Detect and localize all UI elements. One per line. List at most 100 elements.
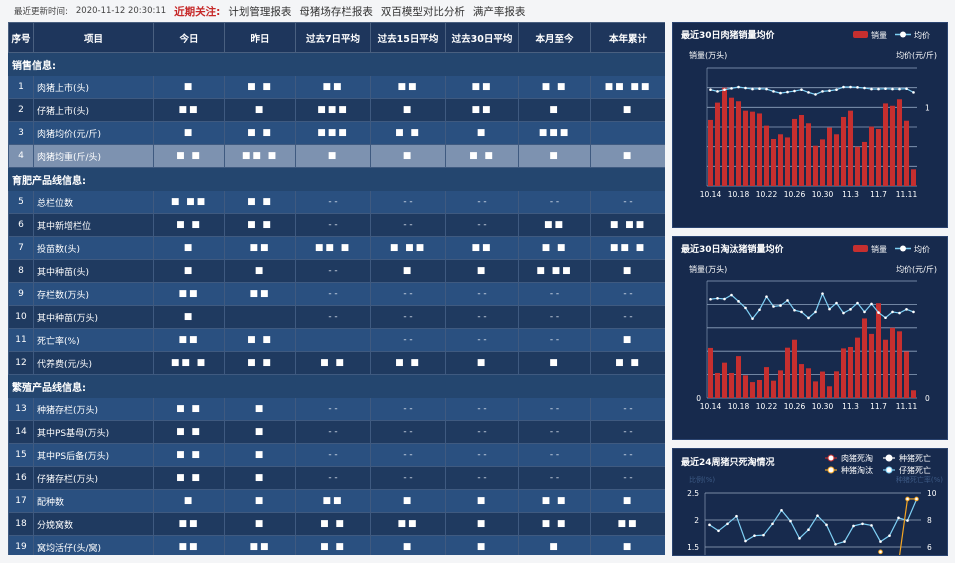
table-row[interactable]: 15 其中PS后备(万头) ■ ■ ■ - -- -- -- -- -	[8, 443, 665, 467]
table-row[interactable]: 16 仔猪存栏(万头) ■ ■ ■ - -- -- -- -- -	[8, 466, 665, 490]
row-value-cell: ■ ■	[153, 443, 225, 467]
row-value-cell: ■ ■	[153, 213, 225, 237]
table-row[interactable]: 19 窝均活仔(头/窝) ■■ ■■ ■ ■ ■ ■ ■ ■	[8, 535, 665, 555]
row-value-cell: - -	[445, 466, 519, 490]
sow-cull-point	[905, 496, 910, 502]
row-value-cell: ■ ■	[295, 535, 371, 555]
sales-bar	[911, 169, 916, 186]
row-value-cell: ■ ■	[224, 213, 296, 237]
table-row[interactable]: 3 肉猪均价(元/斤) ■ ■ ■ ■■■ ■ ■ ■ ■■■	[8, 121, 665, 145]
x-tick-label: 11.3	[842, 402, 859, 411]
table-row[interactable]: 5 总栏位数 ■ ■■ ■ ■ - -- -- -- -- -	[8, 190, 665, 214]
price-point	[877, 311, 880, 314]
row-value-cell: ■	[590, 98, 665, 122]
table-row[interactable]: 2 仔猪上市(头) ■■ ■ ■■■ ■ ■■ ■ ■	[8, 98, 665, 122]
sales-bar	[883, 339, 888, 398]
price-point	[786, 299, 789, 302]
link-sow-stock-report[interactable]: 母猪场存栏报表	[299, 5, 373, 18]
row-value-cell: ■■	[445, 236, 519, 260]
sales-bar	[904, 351, 909, 398]
table-row[interactable]: 6 其中新增栏位 ■ ■ ■ ■ - -- -- - ■■ ■ ■■	[8, 213, 665, 237]
price-point	[884, 316, 887, 320]
focus-label: 近期关注:	[174, 5, 221, 18]
link-model-compare[interactable]: 双百模型对比分析	[380, 5, 465, 18]
row-value-cell: - -	[518, 466, 591, 490]
row-number: 2	[8, 98, 34, 122]
sales-bar	[792, 339, 797, 398]
row-value-cell: ■	[590, 535, 665, 555]
row-value-cell: ■	[590, 328, 665, 352]
row-value-cell: - -	[590, 305, 665, 329]
y2-tick-label: 1	[925, 103, 930, 112]
piglet-death-line	[709, 499, 918, 546]
row-value-cell	[295, 328, 371, 352]
piglet-death-point	[744, 539, 747, 543]
row-value-cell: ■	[224, 259, 296, 283]
legend-marker	[827, 466, 835, 474]
row-value-cell: ■ ■	[590, 351, 665, 375]
row-value-cell: ■	[224, 98, 296, 122]
row-value-cell: - -	[445, 420, 519, 444]
row-value-cell: ■■	[445, 98, 519, 122]
row-value-cell: - -	[590, 190, 665, 214]
x-tick-label: 10.26	[784, 190, 806, 199]
row-value-cell: ■	[370, 144, 446, 168]
price-point	[835, 301, 838, 305]
row-value-cell: - -	[518, 420, 591, 444]
sales-bar	[876, 303, 881, 398]
legend-line-marker	[900, 31, 906, 38]
piglet-death-point	[870, 524, 873, 527]
table-row[interactable]: 14 其中PS基母(万头) ■ ■ ■ - -- -- -- -- -	[8, 420, 665, 444]
link-fullrate-report[interactable]: 满产率报表	[472, 5, 526, 18]
x-tick-label: 10.22	[756, 402, 778, 411]
row-value-cell: ■	[445, 535, 519, 555]
price-point	[772, 90, 775, 93]
piglet-death-point	[807, 528, 810, 532]
section-title: 繁殖产品线信息:	[8, 374, 665, 398]
piglet-death-point	[753, 534, 756, 537]
table-row[interactable]: 4 肉猪均重(斤/头) ■ ■ ■■ ■ ■ ■ ■ ■ ■ ■	[8, 144, 665, 168]
legend-bar-swatch	[853, 245, 868, 252]
table-row[interactable]: 1 肉猪上市(头) ■ ■ ■ ■■ ■■ ■■ ■ ■ ■■ ■■	[8, 75, 665, 99]
sales-bar	[820, 371, 825, 398]
table-row[interactable]: 13 种猪存栏(万头) ■ ■ ■ - -- -- -- -- -	[8, 397, 665, 421]
y2-tick-label: 8	[927, 516, 932, 525]
table-row[interactable]: 9 存栏数(万头) ■■ ■■ - -- -- -- -- -	[8, 282, 665, 306]
table-row[interactable]: 7 投苗数(头) ■ ■■ ■■ ■ ■ ■■ ■■ ■ ■ ■■ ■	[8, 236, 665, 260]
row-value-cell: ■	[370, 535, 446, 555]
table-row[interactable]: 10 其中种苗(万头) ■ - -- -- -- -- -	[8, 305, 665, 329]
piglet-death-point	[762, 533, 765, 537]
table-row[interactable]: 11 死亡率(%) ■■ ■ ■ - -- -- - ■	[8, 328, 665, 352]
piglet-death-point	[843, 540, 846, 543]
table-row[interactable]: 17 配种数 ■ ■ ■■ ■ ■ ■ ■ ■	[8, 489, 665, 513]
sales-bar	[708, 119, 713, 186]
price-point	[751, 317, 754, 320]
x-tick-label: 10.22	[756, 190, 778, 199]
y-axis-label: 比例(%)	[689, 475, 715, 484]
table-row[interactable]: 12 代养费(元/头) ■■ ■ ■ ■ ■ ■ ■ ■ ■ ■ ■ ■	[8, 351, 665, 375]
price-point	[863, 86, 866, 90]
row-value-cell: - -	[590, 443, 665, 467]
row-number: 18	[8, 512, 34, 536]
row-value-cell: ■■ ■	[590, 236, 665, 260]
row-value-cell: ■	[224, 489, 296, 513]
price-point	[772, 305, 775, 308]
row-value-cell: - -	[518, 443, 591, 467]
legend-marker	[885, 454, 893, 462]
sales-bar	[764, 125, 769, 186]
piglet-death-point	[897, 516, 900, 520]
row-value-cell: ■■	[518, 213, 591, 237]
row-value-cell: ■	[224, 512, 296, 536]
link-plan-report[interactable]: 计划管理报表	[228, 5, 292, 18]
row-value-cell: - -	[518, 190, 591, 214]
row-number: 9	[8, 282, 34, 306]
price-point	[709, 88, 712, 92]
sales-bar	[876, 128, 881, 186]
table-row[interactable]: 18 分娩窝数 ■■ ■ ■ ■ ■■ ■ ■ ■ ■■	[8, 512, 665, 536]
table-row[interactable]: 8 其中种苗(头) ■ ■ - - ■ ■ ■ ■■ ■	[8, 259, 665, 283]
x-tick-label: 10.14	[700, 402, 722, 411]
row-number: 5	[8, 190, 34, 214]
row-number: 17	[8, 489, 34, 513]
sales-bar	[743, 375, 748, 398]
